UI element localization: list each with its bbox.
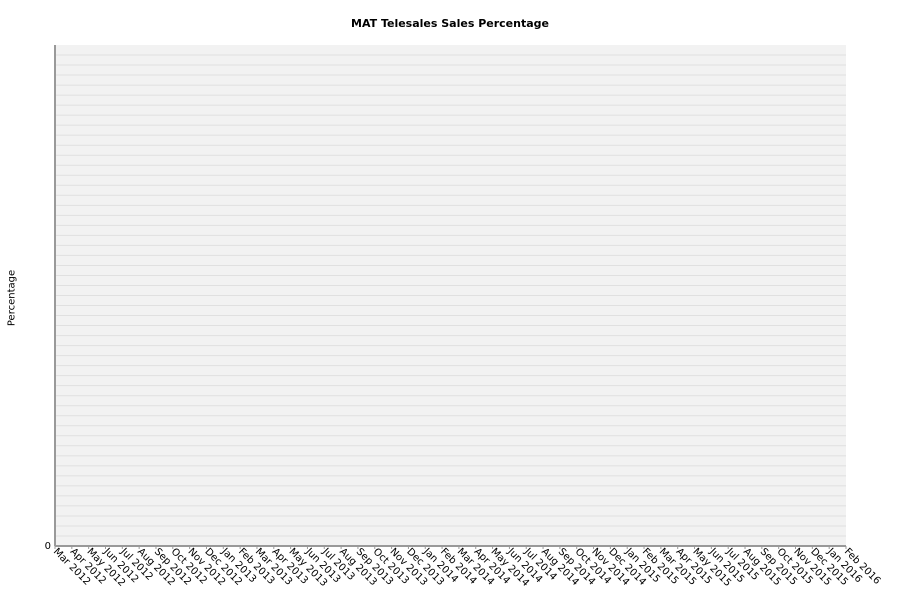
chart-title: MAT Telesales Sales Percentage — [351, 17, 549, 30]
y-tick-label: 0 — [45, 541, 51, 552]
